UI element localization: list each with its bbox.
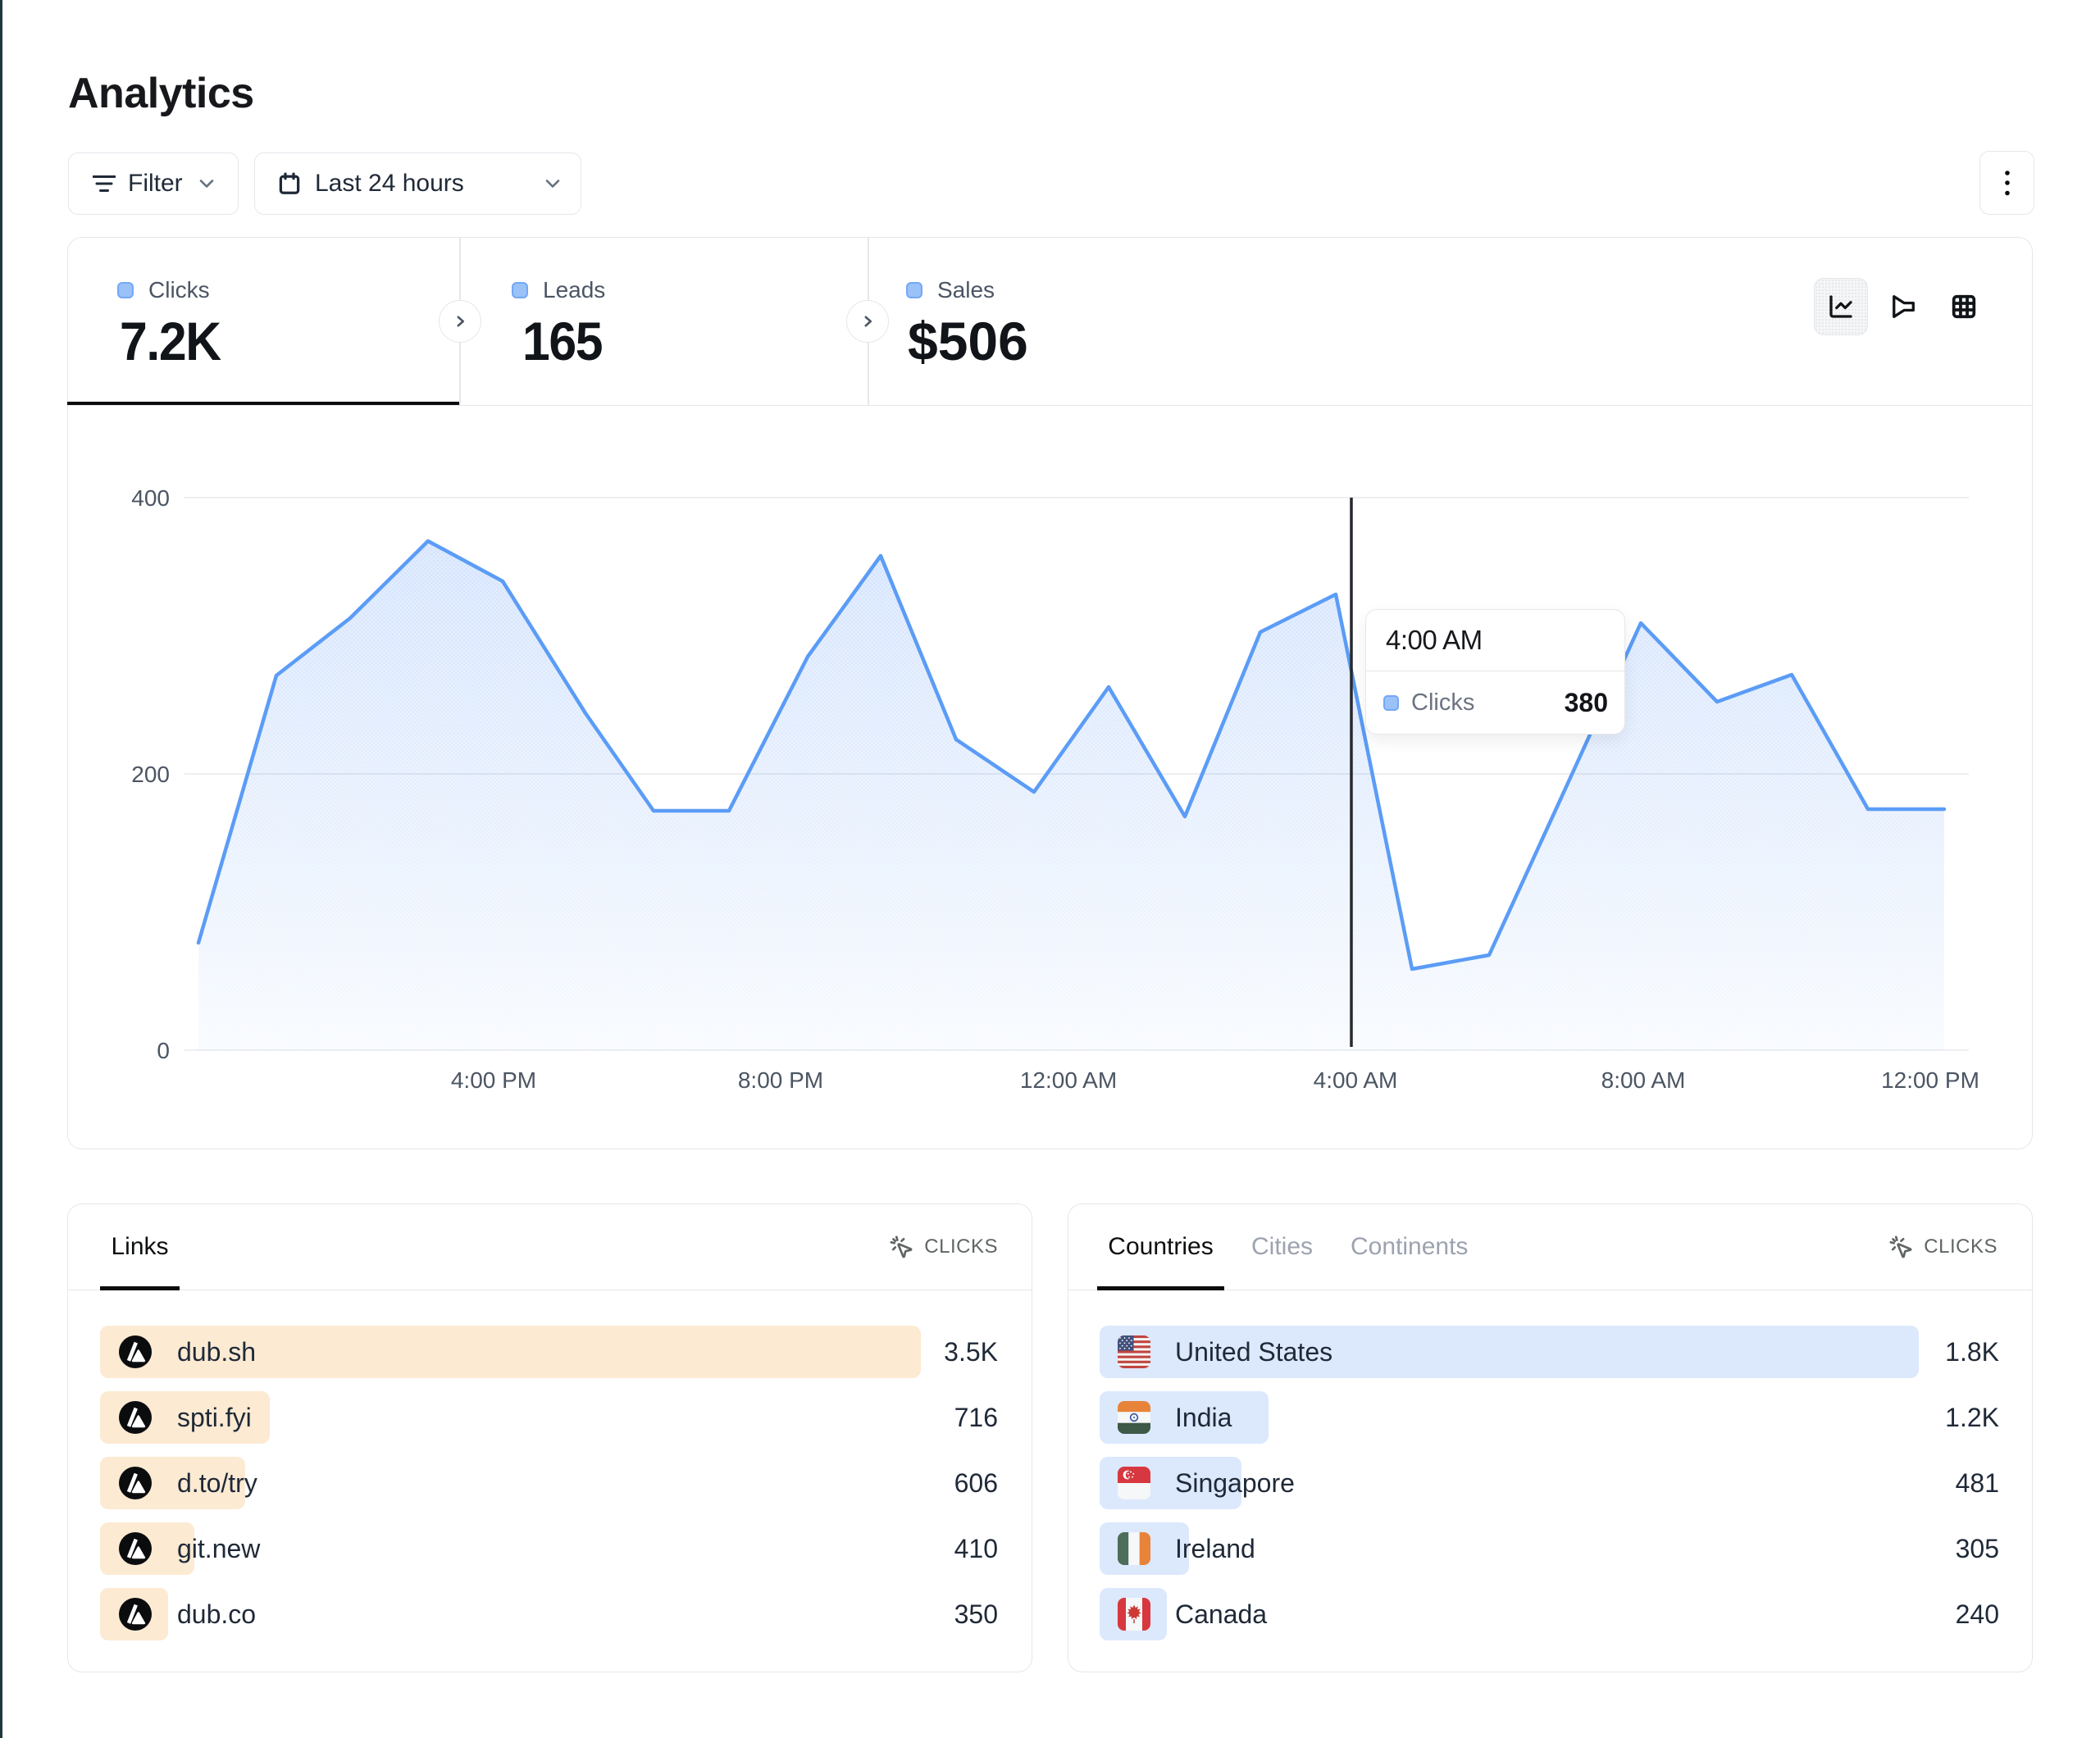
svg-text:200: 200 <box>131 762 170 787</box>
svg-text:4:00 AM: 4:00 AM <box>1314 1067 1398 1093</box>
svg-text:8:00 PM: 8:00 PM <box>738 1067 823 1093</box>
svg-text:12:00 AM: 12:00 AM <box>1020 1067 1117 1093</box>
svg-text:400: 400 <box>131 485 170 511</box>
svg-text:12:00 PM: 12:00 PM <box>1881 1067 1979 1093</box>
svg-text:4:00 PM: 4:00 PM <box>451 1067 536 1093</box>
svg-text:8:00 AM: 8:00 AM <box>1601 1067 1686 1093</box>
svg-text:0: 0 <box>157 1038 170 1063</box>
